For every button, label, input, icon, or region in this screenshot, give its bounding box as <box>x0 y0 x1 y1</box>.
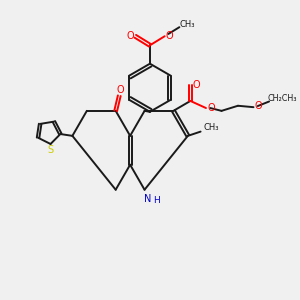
Text: O: O <box>166 31 174 41</box>
Text: N: N <box>144 194 152 204</box>
Text: O: O <box>207 103 215 113</box>
Text: CH₂CH₃: CH₂CH₃ <box>268 94 297 103</box>
Text: S: S <box>47 145 54 155</box>
Text: H: H <box>153 196 160 205</box>
Text: CH₃: CH₃ <box>179 20 195 29</box>
Text: O: O <box>117 85 124 95</box>
Text: O: O <box>193 80 200 89</box>
Text: O: O <box>126 31 134 41</box>
Text: O: O <box>255 101 262 111</box>
Text: CH₃: CH₃ <box>203 123 219 132</box>
